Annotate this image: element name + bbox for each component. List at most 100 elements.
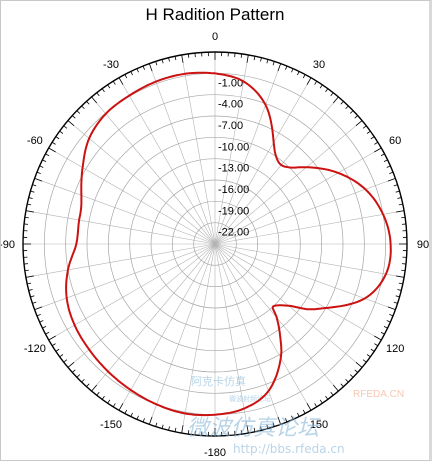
tick-mark [366, 354, 371, 358]
tick-mark [51, 343, 56, 347]
tick-mark [319, 84, 323, 89]
tick-mark [136, 68, 139, 73]
spoke-line [214, 243, 281, 425]
tick-mark [397, 289, 402, 291]
angle-label: -180 [204, 447, 226, 459]
tick-mark [32, 301, 37, 304]
tick-mark [42, 326, 47, 329]
ring-label: -1.00 [218, 77, 243, 89]
tick-mark [155, 422, 158, 427]
tick-mark [302, 74, 306, 79]
tick-mark [24, 269, 29, 272]
grid-ring [107, 136, 323, 352]
tick-mark [91, 96, 98, 104]
tick-mark [36, 314, 41, 317]
tick-mark [27, 203, 32, 206]
grid-ring [150, 179, 280, 309]
tick-mark [36, 171, 41, 174]
tick-mark [325, 395, 329, 400]
tick-mark [72, 369, 76, 373]
spoke-line [149, 243, 216, 425]
ring-label: -4.00 [218, 99, 243, 111]
tick-mark [370, 136, 375, 140]
tick-mark [107, 399, 111, 404]
tick-mark [107, 84, 111, 89]
tick-mark [380, 331, 385, 335]
tick-mark [48, 147, 56, 153]
tick-mark [332, 384, 339, 392]
angle-label: 0 [212, 31, 218, 43]
ring-label: -19.00 [218, 205, 249, 217]
tick-mark [181, 54, 184, 63]
spoke-line [214, 243, 312, 411]
tick-mark [325, 88, 329, 93]
ring-label: -16.00 [218, 184, 249, 196]
spoke-line [34, 178, 216, 245]
tick-mark [240, 53, 243, 58]
tick-mark [272, 61, 275, 66]
spoke-line [118, 243, 216, 411]
tick-mark [277, 416, 282, 425]
tick-mark [25, 275, 34, 278]
tick-mark [260, 426, 262, 431]
tick-mark [59, 130, 64, 134]
tick-mark [302, 409, 306, 414]
tick-mark [260, 57, 262, 62]
angle-label: 90 [417, 239, 429, 251]
tick-mark [27, 282, 32, 285]
grid-ring [129, 158, 301, 330]
tick-mark [161, 424, 164, 429]
tick-mark [285, 418, 288, 423]
tick-mark [297, 71, 300, 76]
tick-mark [76, 374, 81, 378]
spoke-line [118, 77, 216, 245]
tick-mark [340, 383, 344, 387]
tick-mark [112, 80, 116, 85]
tick-mark [387, 306, 396, 311]
spoke-line [25, 243, 216, 278]
tick-mark [386, 320, 391, 323]
tick-mark [63, 359, 68, 363]
tick-mark [393, 301, 398, 304]
spoke-line [181, 54, 216, 245]
angle-label: 150 [310, 419, 328, 431]
angle-label: -30 [103, 59, 119, 71]
tick-mark [354, 369, 358, 373]
tick-mark [314, 80, 318, 85]
spoke-line [67, 120, 216, 245]
tick-mark [389, 314, 394, 317]
tick-mark [51, 141, 56, 145]
tick-mark [24, 216, 29, 219]
tick-mark [345, 105, 349, 110]
angle-label: 120 [386, 343, 404, 355]
spoke-line [214, 63, 281, 245]
tick-mark [174, 56, 177, 61]
tick-mark [39, 165, 44, 168]
watermark-url: http://bbs.rfeda.cn [233, 442, 345, 456]
watermark-top-text: 阿克卡仿真 [191, 374, 246, 388]
tick-mark [291, 415, 294, 420]
spoke-line [214, 243, 249, 434]
tick-mark [63, 125, 68, 129]
tick-mark [246, 54, 249, 63]
tick-mark [155, 61, 158, 66]
tick-mark [91, 384, 98, 392]
tick-mark [34, 177, 43, 182]
tick-mark [59, 354, 64, 358]
spoke-line [91, 243, 216, 392]
tick-mark [345, 378, 349, 383]
watermark-brand: RFEDA.CN [353, 389, 404, 400]
tick-mark [266, 59, 269, 64]
tick-mark [48, 335, 56, 341]
tick-mark [42, 159, 47, 162]
tick-mark [253, 56, 256, 61]
tick-mark [148, 63, 153, 72]
spoke-line [25, 210, 216, 245]
angle-label: 60 [389, 135, 401, 147]
tick-mark [81, 105, 85, 110]
tick-mark [374, 343, 379, 347]
tick-mark [386, 165, 391, 168]
spoke-line [34, 243, 216, 310]
tick-mark [362, 125, 367, 129]
